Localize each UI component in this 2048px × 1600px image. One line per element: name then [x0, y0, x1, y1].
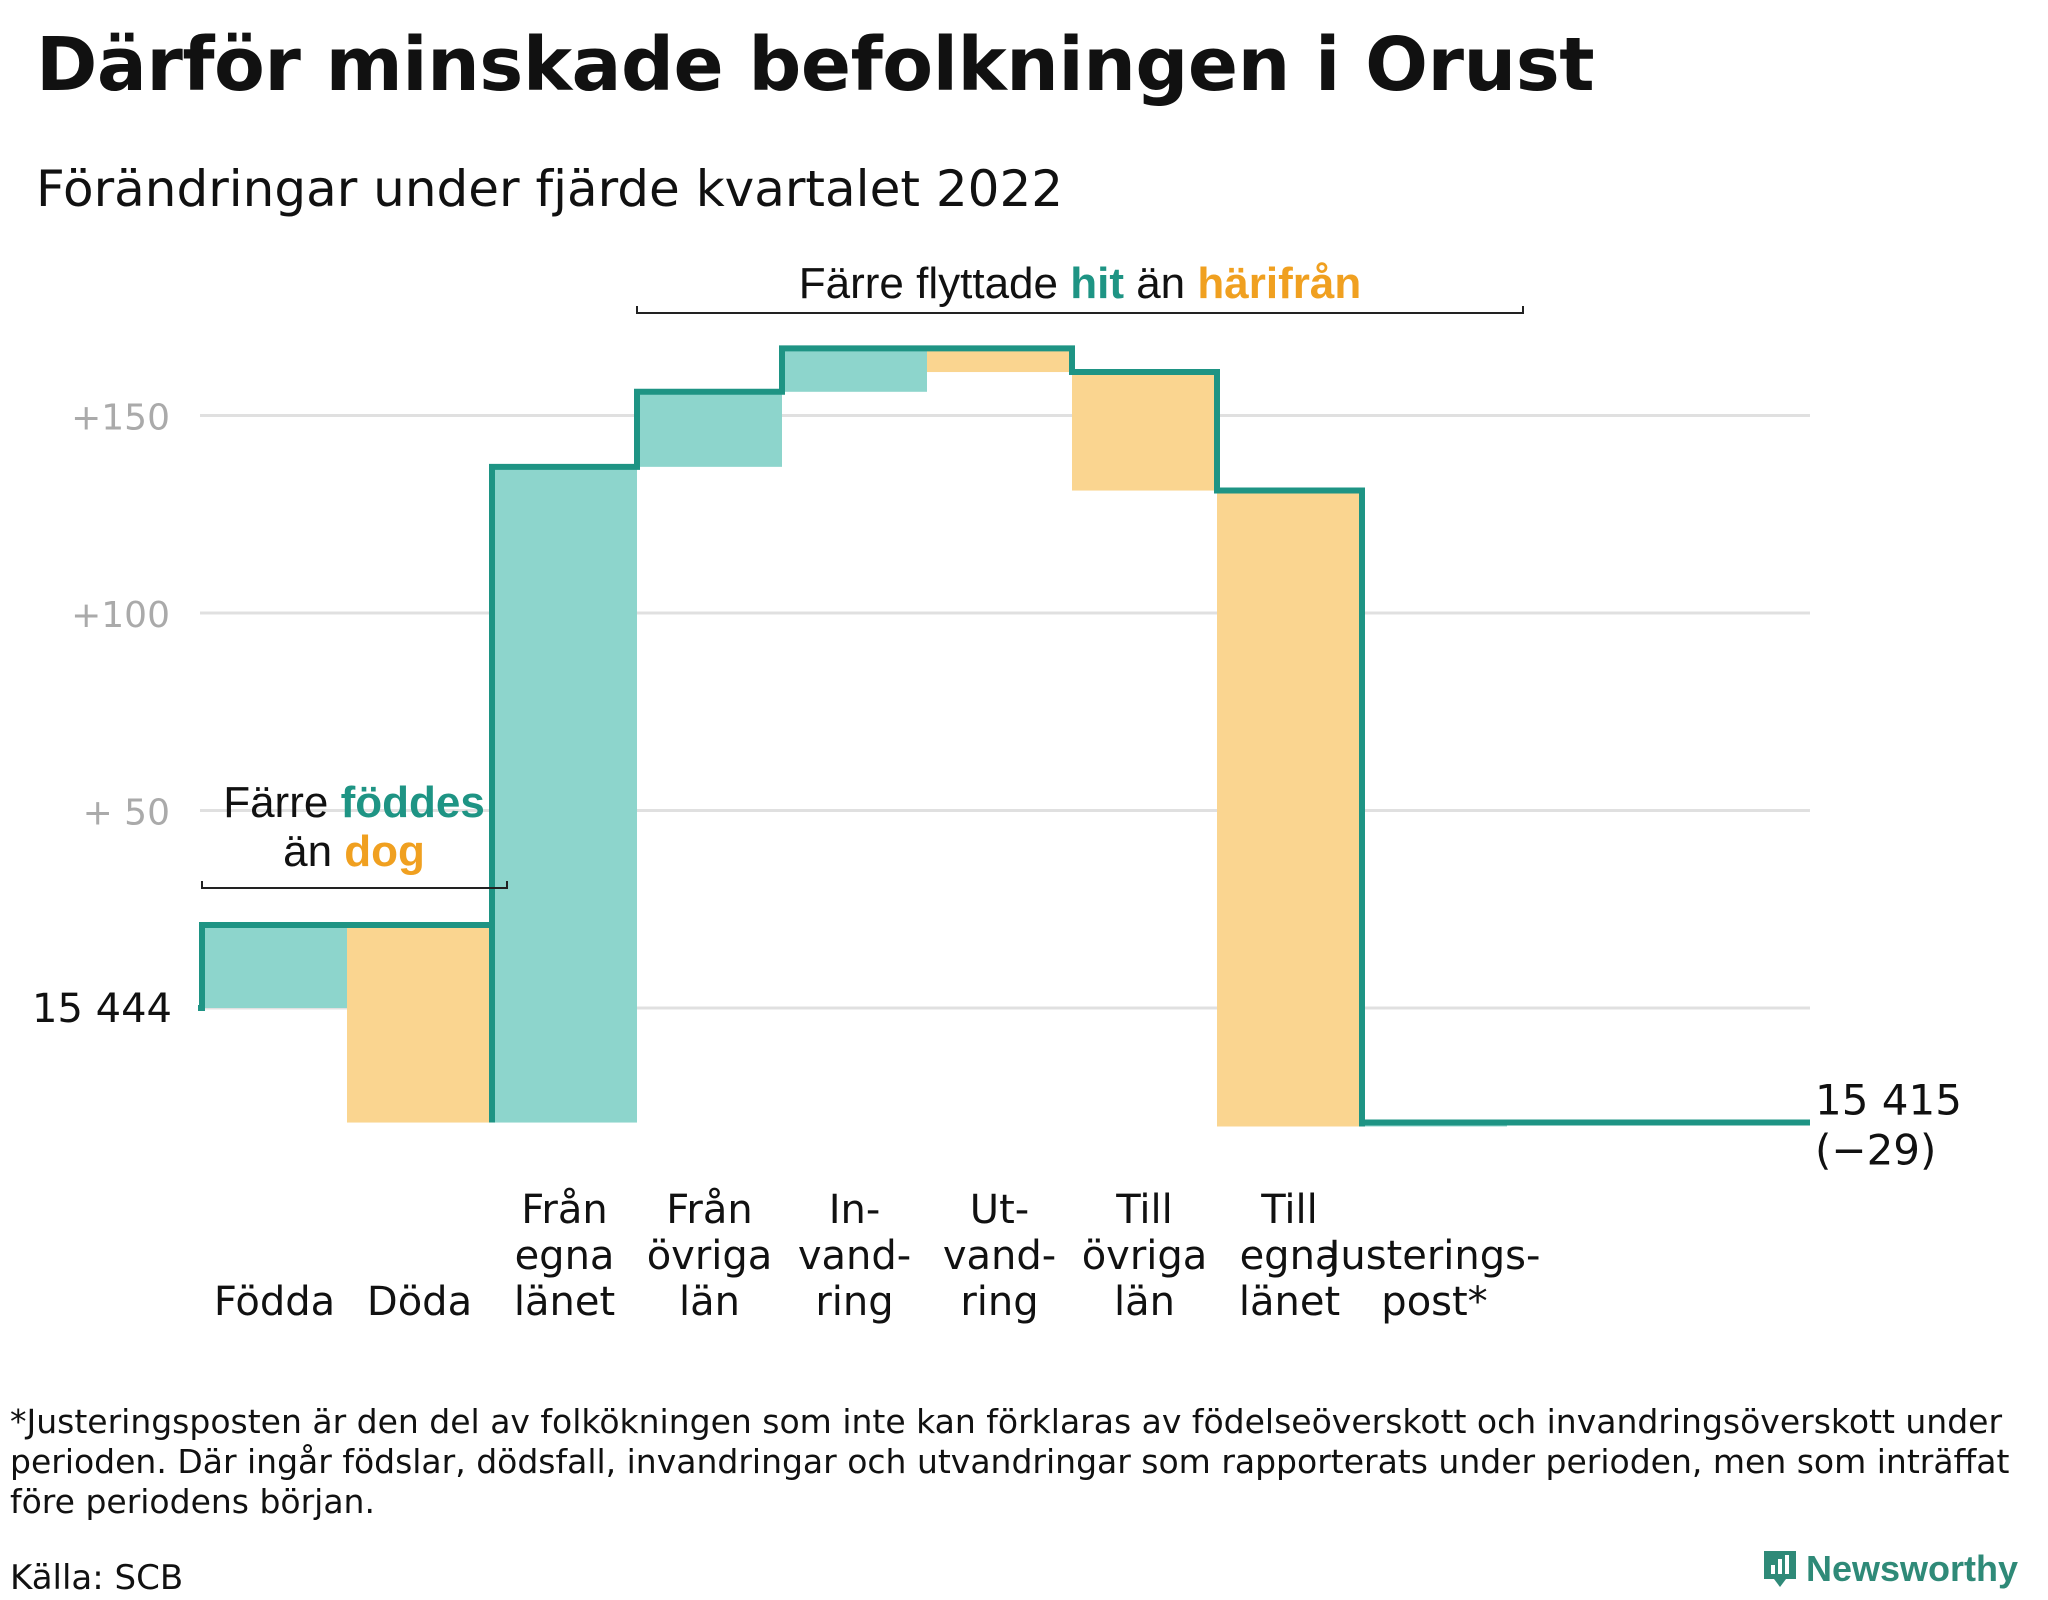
category-label: Från övriga län [647, 1187, 773, 1325]
category-label: Till övriga län [1082, 1187, 1208, 1325]
category-label: In-vand-ring [798, 1187, 911, 1325]
category-label: Till egna länet [1239, 1187, 1340, 1325]
footnote: *Justeringsposten är den del av folkökni… [10, 1402, 2010, 1521]
y-tick-labels: +150 +100 + 50 15 444 [32, 398, 172, 1033]
y-tick-label: +150 [71, 398, 170, 439]
y-tick-label: 15 444 [32, 986, 172, 1032]
births-annotation-line2: än dog [283, 827, 425, 876]
y-tick-label: + 50 [83, 793, 170, 834]
category-label: Från egna länet [514, 1187, 615, 1325]
end-value-label: 15 415 [1815, 1076, 1962, 1125]
waterfall-chart: +150 +100 + 50 15 444 Födda Döda Från egna läne… [32, 259, 1962, 1325]
brand-logo: Newsworthy [1762, 1548, 2018, 1590]
bar [637, 391, 782, 467]
bar [1072, 372, 1217, 491]
bar [202, 925, 347, 1008]
bar [782, 348, 927, 392]
newsworthy-logo-icon [1764, 1551, 1796, 1587]
end-change-label: (−29) [1815, 1126, 1936, 1175]
category-labels: Födda Döda Från egna länet Från övriga länIn-va… [214, 1187, 1541, 1325]
bar [927, 348, 1072, 373]
category-label: Födda [214, 1279, 335, 1325]
bar [1217, 490, 1362, 1127]
chart-subtitle: Förändringar under fjärde kvartalet 2022 [36, 160, 1064, 218]
moves-bracket [636, 306, 1524, 314]
gridlines [200, 414, 1810, 1010]
brand-name: Newsworthy [1806, 1548, 2019, 1589]
moves-annotation: Färre flyttade hit än härifrån [799, 259, 1361, 308]
bars [202, 348, 1507, 1127]
step-line [198, 345, 1810, 1127]
category-label: Ut-vand-ring [943, 1187, 1056, 1325]
births-bracket [201, 881, 508, 889]
y-tick-label: +100 [71, 595, 170, 636]
category-label: Döda [367, 1279, 472, 1325]
source-label: Källa: SCB [10, 1558, 184, 1598]
births-annotation-line1: Färre föddes [223, 778, 485, 827]
bar [492, 466, 637, 1123]
category-label: Justerings-post* [1326, 1233, 1541, 1325]
step-line-path [198, 345, 1810, 1127]
bar [347, 925, 492, 1123]
chart-title: Därför minskade befolkningen i Orust [36, 22, 1595, 108]
